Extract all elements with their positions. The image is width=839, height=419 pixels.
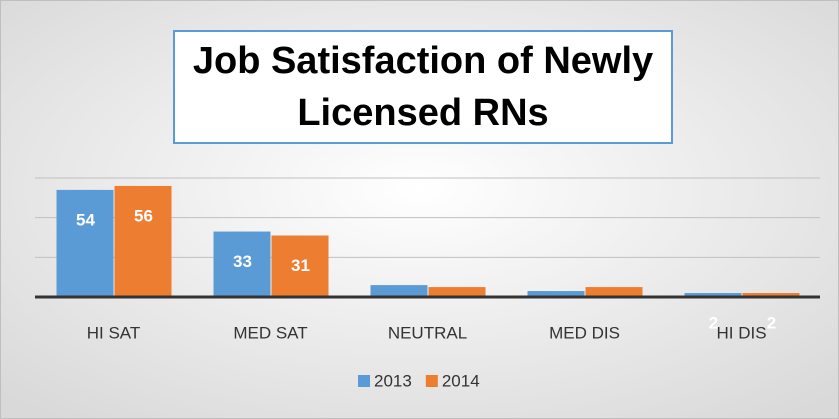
bar [271,235,329,297]
data-label: 2 [709,314,718,333]
x-tick-label: NEUTRAL [388,323,467,342]
x-tick-label: HI SAT [87,323,141,342]
bar [56,189,114,297]
x-tick-label: MED SAT [233,323,307,342]
bar [213,231,271,297]
bar [527,291,585,297]
data-label: 54 [76,210,95,229]
data-label: 31 [291,256,310,275]
bar [684,293,742,297]
legend-swatch [358,375,370,387]
x-tick-label: MED DIS [549,323,620,342]
bar [428,287,486,297]
data-label: 56 [134,206,153,225]
data-label: 2 [767,314,776,333]
data-label: 33 [233,252,252,271]
bar [114,185,172,297]
bar [370,285,428,297]
legend-swatch [425,375,438,387]
legend-label: 2014 [442,371,480,390]
bar [585,287,643,297]
legend-label: 2013 [374,371,412,390]
chart-title: Job Satisfaction of Newly Licensed RNs [173,30,673,144]
x-tick-label: HI DIS [716,323,766,342]
bar [742,293,800,297]
